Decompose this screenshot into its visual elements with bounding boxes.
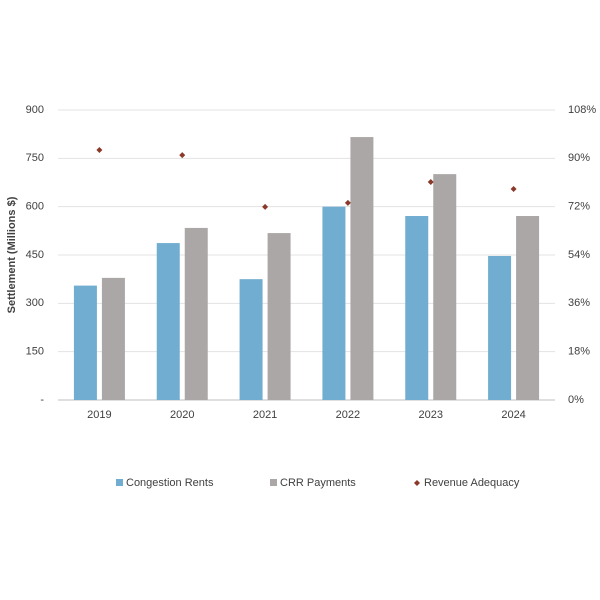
legend-label: CRR Payments bbox=[280, 477, 356, 489]
bar bbox=[516, 216, 540, 400]
legend-swatch bbox=[116, 479, 123, 486]
x-tick-label: 2022 bbox=[336, 409, 360, 421]
x-tick-label: 2019 bbox=[87, 409, 111, 421]
bar bbox=[239, 279, 263, 400]
legend-swatch bbox=[270, 479, 277, 486]
legend-label: Congestion Rents bbox=[126, 477, 214, 489]
bar bbox=[322, 206, 346, 400]
point bbox=[427, 178, 434, 185]
legend-label: Revenue Adequacy bbox=[424, 477, 520, 489]
y-tick-label: 0% bbox=[568, 394, 584, 406]
bar bbox=[184, 227, 208, 400]
legend-swatch bbox=[414, 480, 420, 486]
y-tick-label: 900 bbox=[26, 104, 44, 116]
bar bbox=[156, 243, 180, 400]
x-tick-label: 2020 bbox=[170, 409, 194, 421]
bar bbox=[488, 255, 512, 400]
y-tick-label: 300 bbox=[26, 297, 44, 309]
point bbox=[510, 185, 517, 192]
bar bbox=[350, 137, 374, 401]
bar bbox=[73, 285, 97, 400]
y-tick-label: 54% bbox=[568, 249, 590, 261]
x-tick-label: 2021 bbox=[253, 409, 277, 421]
y-tick-label: 600 bbox=[26, 201, 44, 213]
y-tick-label: 90% bbox=[568, 152, 590, 164]
bar bbox=[405, 216, 429, 400]
bar bbox=[267, 233, 291, 400]
y-tick-label: 36% bbox=[568, 297, 590, 309]
y-tick-label: 150 bbox=[26, 346, 44, 358]
point bbox=[262, 203, 269, 210]
x-tick-label: 2024 bbox=[501, 409, 525, 421]
y-tick-label: - bbox=[40, 394, 44, 406]
point bbox=[96, 147, 103, 154]
y-tick-label: 750 bbox=[26, 152, 44, 164]
point bbox=[344, 199, 351, 206]
bar bbox=[101, 277, 125, 400]
point bbox=[179, 152, 186, 159]
y-tick-label: 450 bbox=[26, 249, 44, 261]
bar bbox=[433, 174, 457, 400]
y-tick-label: 18% bbox=[568, 346, 590, 358]
y-axis-title: Settlement (Millions $) bbox=[6, 196, 18, 313]
y-tick-label: 72% bbox=[568, 201, 590, 213]
x-tick-label: 2023 bbox=[419, 409, 443, 421]
y-tick-label: 108% bbox=[568, 104, 596, 116]
